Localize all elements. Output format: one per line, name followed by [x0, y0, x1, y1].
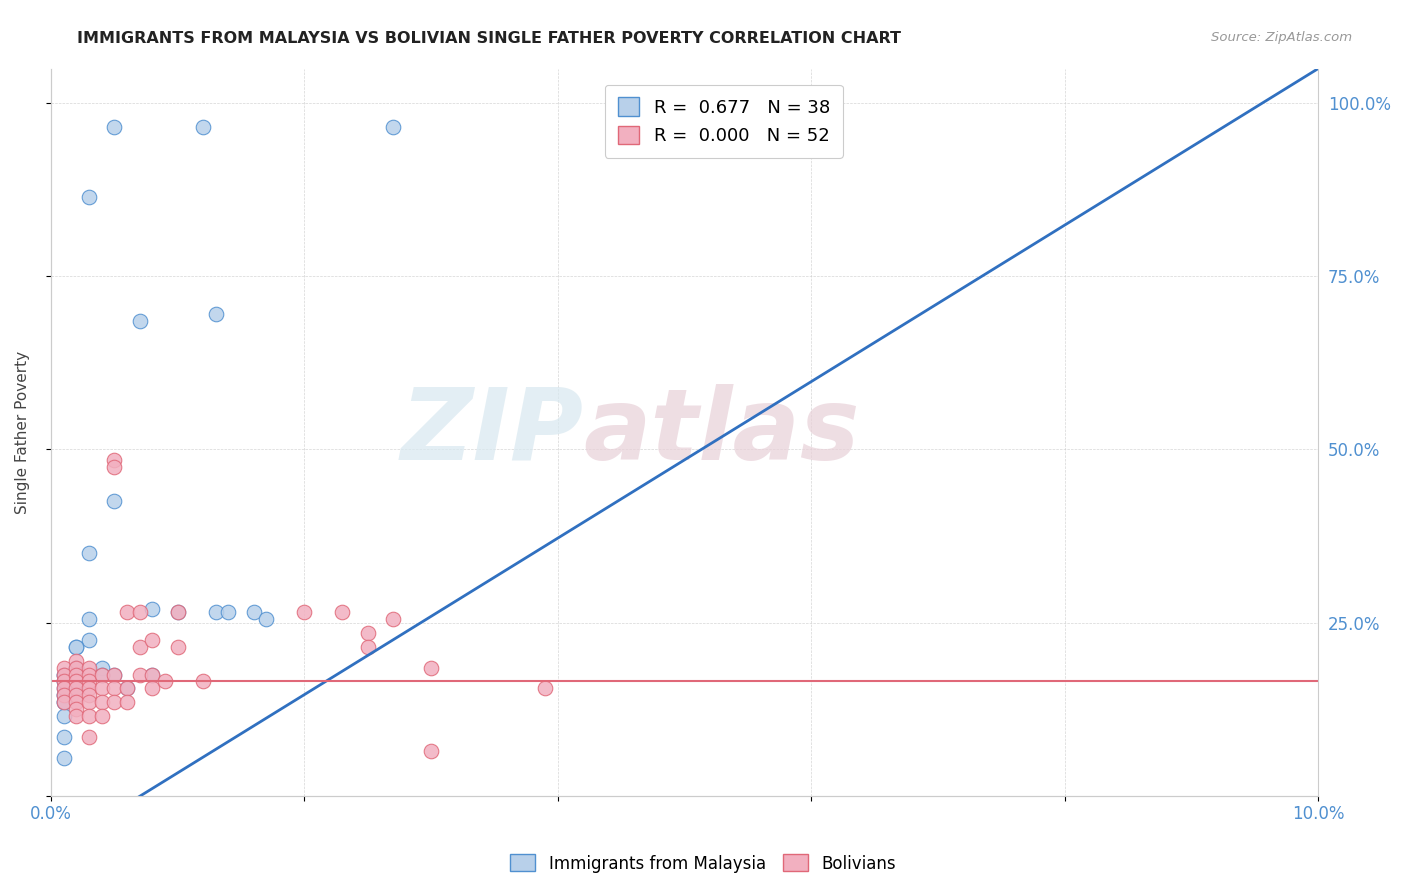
Point	[103, 494, 125, 508]
Point	[77, 689, 100, 703]
Point	[103, 695, 125, 709]
Point	[52, 667, 75, 681]
Point	[65, 654, 87, 668]
Point	[128, 605, 150, 619]
Point	[90, 660, 112, 674]
Point	[52, 730, 75, 744]
Point	[52, 689, 75, 703]
Point	[128, 640, 150, 654]
Text: Source: ZipAtlas.com: Source: ZipAtlas.com	[1212, 31, 1353, 45]
Point	[52, 750, 75, 764]
Point	[77, 632, 100, 647]
Point	[77, 612, 100, 626]
Point	[141, 601, 163, 615]
Point	[103, 667, 125, 681]
Point	[77, 709, 100, 723]
Point	[77, 681, 100, 696]
Point	[166, 605, 188, 619]
Point	[103, 667, 125, 681]
Point	[52, 681, 75, 696]
Point	[204, 307, 226, 321]
Point	[65, 702, 87, 716]
Point	[128, 314, 150, 328]
Point	[65, 695, 87, 709]
Point	[52, 674, 75, 689]
Point	[242, 605, 264, 619]
Point	[77, 546, 100, 560]
Point	[52, 667, 75, 681]
Y-axis label: Single Father Poverty: Single Father Poverty	[15, 351, 30, 514]
Point	[77, 730, 100, 744]
Point	[52, 667, 75, 681]
Point	[141, 667, 163, 681]
Text: atlas: atlas	[583, 384, 859, 481]
Point	[103, 453, 125, 467]
Point	[153, 674, 176, 689]
Point	[141, 667, 163, 681]
Point	[65, 709, 87, 723]
Point	[115, 695, 138, 709]
Point	[115, 605, 138, 619]
Point	[52, 674, 75, 689]
Point	[90, 681, 112, 696]
Text: IMMIGRANTS FROM MALAYSIA VS BOLIVIAN SINGLE FATHER POVERTY CORRELATION CHART: IMMIGRANTS FROM MALAYSIA VS BOLIVIAN SIN…	[77, 31, 901, 46]
Point	[420, 744, 443, 758]
Point	[128, 667, 150, 681]
Point	[65, 660, 87, 674]
Point	[382, 120, 405, 135]
Point	[90, 667, 112, 681]
Point	[90, 709, 112, 723]
Point	[52, 709, 75, 723]
Point	[90, 695, 112, 709]
Point	[115, 681, 138, 696]
Point	[52, 674, 75, 689]
Point	[65, 681, 87, 696]
Point	[382, 612, 405, 626]
Point	[52, 660, 75, 674]
Point	[65, 660, 87, 674]
Point	[166, 605, 188, 619]
Point	[330, 605, 353, 619]
Point	[292, 605, 315, 619]
Legend: R =  0.677   N = 38, R =  0.000   N = 52: R = 0.677 N = 38, R = 0.000 N = 52	[605, 85, 842, 158]
Point	[77, 695, 100, 709]
Point	[65, 660, 87, 674]
Point	[52, 695, 75, 709]
Point	[65, 640, 87, 654]
Point	[52, 689, 75, 703]
Point	[77, 660, 100, 674]
Point	[52, 695, 75, 709]
Point	[65, 640, 87, 654]
Point	[52, 695, 75, 709]
Point	[254, 612, 277, 626]
Point	[115, 681, 138, 696]
Point	[52, 689, 75, 703]
Point	[77, 674, 100, 689]
Point	[191, 120, 214, 135]
Point	[65, 674, 87, 689]
Point	[77, 189, 100, 203]
Point	[65, 689, 87, 703]
Text: ZIP: ZIP	[401, 384, 583, 481]
Point	[217, 605, 239, 619]
Legend: Immigrants from Malaysia, Bolivians: Immigrants from Malaysia, Bolivians	[503, 847, 903, 880]
Point	[204, 605, 226, 619]
Point	[357, 626, 380, 640]
Point	[141, 681, 163, 696]
Point	[103, 681, 125, 696]
Point	[166, 640, 188, 654]
Point	[90, 667, 112, 681]
Point	[420, 660, 443, 674]
Point	[534, 681, 557, 696]
Point	[141, 632, 163, 647]
Point	[52, 681, 75, 696]
Point	[77, 667, 100, 681]
Point	[191, 674, 214, 689]
Point	[357, 640, 380, 654]
Point	[65, 681, 87, 696]
Point	[103, 120, 125, 135]
Point	[103, 459, 125, 474]
Point	[65, 667, 87, 681]
